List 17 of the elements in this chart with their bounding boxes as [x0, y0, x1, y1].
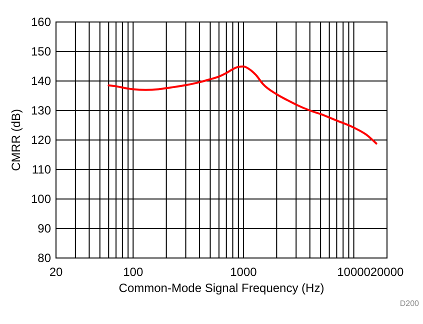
- y-tick-label: 140: [30, 74, 52, 88]
- text: D200: [400, 299, 420, 308]
- y-tick-label: 110: [32, 162, 52, 176]
- y-tick-label: 120: [30, 133, 52, 147]
- y-tick-label: 130: [30, 104, 52, 118]
- y-tick-label: 150: [30, 44, 52, 58]
- y-tick-label: 90: [38, 222, 52, 236]
- x-tick-label: 100: [123, 265, 144, 279]
- y-tick-label: 160: [30, 15, 52, 29]
- x-tick-label: 20000: [370, 265, 404, 279]
- y-axis-title: CMRR (dB): [9, 109, 23, 171]
- x-tick-label: 1000: [230, 265, 258, 279]
- x-tick-label: 10000: [337, 265, 371, 279]
- x-axis-title: Common-Mode Signal Frequency (Hz): [118, 281, 324, 295]
- x-tick-label: 20: [49, 265, 63, 279]
- y-tick-label: 100: [30, 192, 52, 206]
- y-tick-label: 80: [38, 251, 52, 265]
